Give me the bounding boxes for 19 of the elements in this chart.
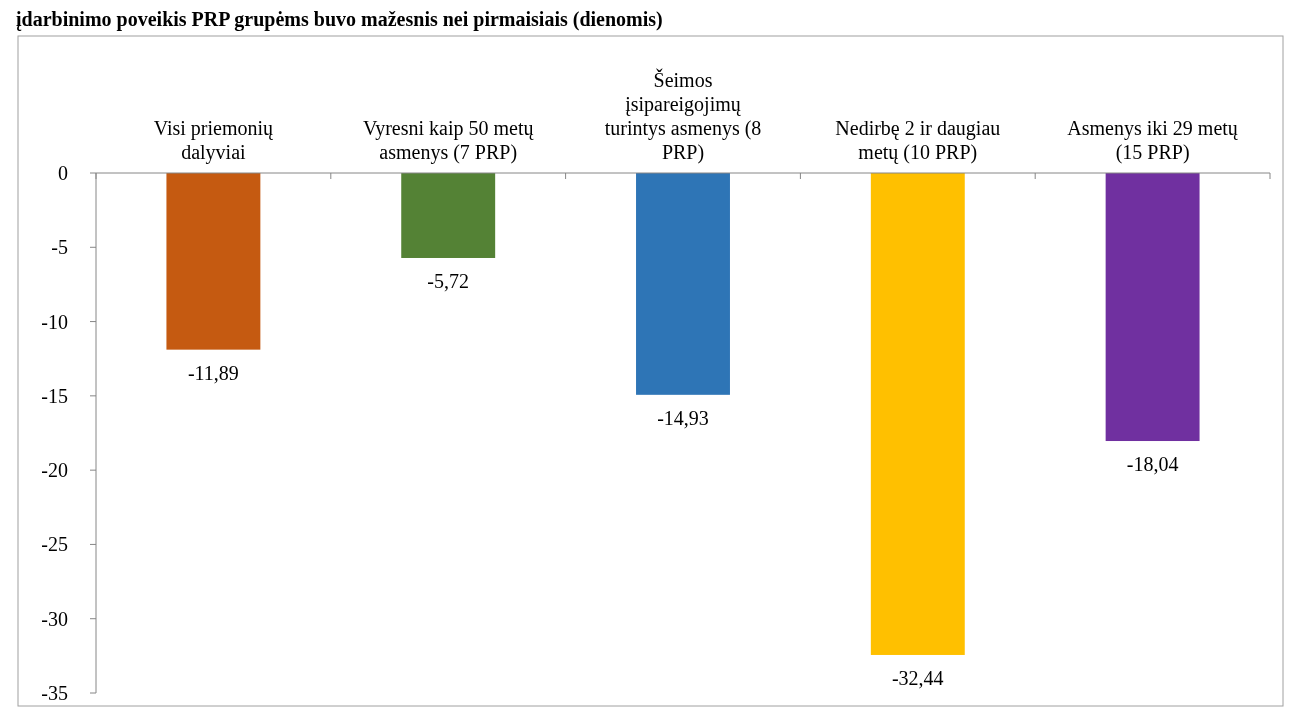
y-tick-label: -35 xyxy=(41,682,68,704)
chart-title: įdarbinimo poveikis PRP grupėms buvo mažesnis nei pirmaisiais (dienomis) xyxy=(16,8,663,31)
data-label: -32,44 xyxy=(891,666,944,689)
data-label: -14,93 xyxy=(657,406,709,429)
y-tick-label: -30 xyxy=(41,607,68,630)
data-label: -5,72 xyxy=(427,269,470,292)
y-tick-label: -15 xyxy=(41,384,68,407)
y-tick-label: -20 xyxy=(41,459,68,482)
x-tick-label: Nedirbę 2 ir daugiau metų (10 PRP) xyxy=(835,117,1001,164)
x-tick-label: Šeimos įsipareigojimų turintys asmenys (8 PRP) xyxy=(604,68,762,164)
y-tick-label: -10 xyxy=(41,310,68,333)
data-label: -18,04 xyxy=(1126,453,1179,476)
y-tick-label: -25 xyxy=(41,533,68,556)
y-tick-label: -5 xyxy=(51,236,68,259)
x-tick-label: Visi priemonių dalyviai xyxy=(153,117,275,164)
x-tick-label: Vyresni kaip 50 metų asmenys (7 PRP) xyxy=(362,117,535,164)
y-tick-label: 0 xyxy=(58,162,68,184)
data-label: -11,89 xyxy=(187,361,239,384)
x-tick-label: Asmenys iki 29 metų (15 PRP) xyxy=(1067,117,1239,164)
